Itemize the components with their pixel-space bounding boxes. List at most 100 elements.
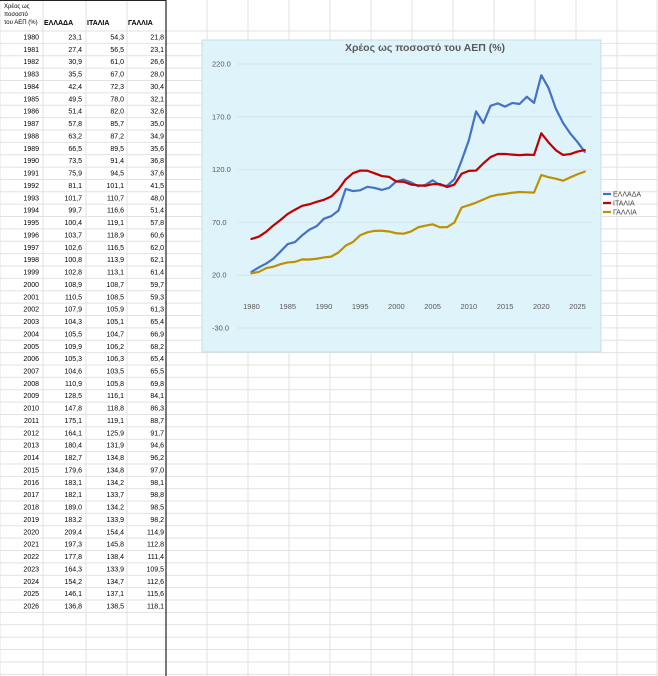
table-cell[interactable]: 82,0 bbox=[110, 109, 124, 116]
table-cell[interactable]: 2026 bbox=[23, 604, 39, 611]
table-cell[interactable]: 113,9 bbox=[107, 257, 124, 264]
table-cell[interactable]: 131,9 bbox=[106, 443, 124, 450]
table-cell[interactable]: 110,5 bbox=[65, 294, 82, 301]
table-cell[interactable]: 2024 bbox=[23, 579, 39, 586]
table-cell[interactable]: 32,6 bbox=[150, 109, 164, 116]
table-cell[interactable]: 65,4 bbox=[150, 319, 164, 326]
header-line-1[interactable]: Χρέος ως bbox=[4, 3, 30, 10]
table-cell[interactable]: 1985 bbox=[23, 96, 39, 103]
table-cell[interactable]: 134,2 bbox=[106, 505, 124, 512]
table-cell[interactable]: 2008 bbox=[23, 381, 39, 388]
table-cell[interactable]: 2005 bbox=[23, 344, 39, 351]
table-cell[interactable]: 49,5 bbox=[68, 96, 82, 103]
table-cell[interactable]: 99,7 bbox=[68, 208, 82, 215]
table-cell[interactable]: 134,8 bbox=[106, 455, 124, 462]
table-cell[interactable]: 78,0 bbox=[110, 96, 124, 103]
table-cell[interactable]: 164,1 bbox=[64, 430, 82, 437]
table-cell[interactable]: 116,1 bbox=[107, 393, 124, 400]
table-cell[interactable]: 66,9 bbox=[150, 331, 164, 338]
table-cell[interactable]: 104,7 bbox=[106, 331, 124, 338]
table-cell[interactable]: 59,3 bbox=[150, 294, 164, 301]
table-cell[interactable]: 41,5 bbox=[150, 183, 164, 190]
table-cell[interactable]: 56,5 bbox=[110, 47, 124, 54]
table-cell[interactable]: 105,1 bbox=[106, 319, 124, 326]
table-cell[interactable]: 61,4 bbox=[150, 270, 164, 277]
table-cell[interactable]: 61,3 bbox=[150, 307, 164, 314]
table-cell[interactable]: 180,4 bbox=[64, 443, 82, 450]
table-cell[interactable]: 2006 bbox=[23, 356, 39, 363]
table-cell[interactable]: 179,6 bbox=[64, 467, 82, 474]
table-cell[interactable]: 102,6 bbox=[64, 245, 82, 252]
table-cell[interactable]: 72,3 bbox=[110, 84, 124, 91]
table-cell[interactable]: 101,1 bbox=[106, 183, 124, 190]
table-cell[interactable]: 1993 bbox=[23, 195, 39, 202]
table-cell[interactable]: 67,0 bbox=[110, 72, 124, 79]
table-cell[interactable]: 2019 bbox=[23, 517, 39, 524]
table-cell[interactable]: 75,9 bbox=[68, 171, 82, 178]
table-cell[interactable]: 1995 bbox=[23, 220, 39, 227]
table-cell[interactable]: 35,6 bbox=[150, 146, 164, 153]
table-cell[interactable]: 133,9 bbox=[106, 517, 124, 524]
table-cell[interactable]: 100,4 bbox=[64, 220, 82, 227]
table-cell[interactable]: 115,6 bbox=[147, 591, 164, 598]
chart[interactable]: Χρέος ως ποσοστό του ΑΕΠ (%) 220.0 170.0 1… bbox=[201, 39, 641, 353]
table-cell[interactable]: 1984 bbox=[23, 84, 39, 91]
table-cell[interactable]: 62,0 bbox=[150, 245, 164, 252]
table-cell[interactable]: 2020 bbox=[23, 529, 39, 536]
table-cell[interactable]: 2011 bbox=[24, 418, 39, 425]
table-cell[interactable]: 94,5 bbox=[110, 171, 124, 178]
table-cell[interactable]: 98,1 bbox=[150, 480, 164, 487]
table-cell[interactable]: 108,5 bbox=[106, 294, 124, 301]
table-cell[interactable]: 112,8 bbox=[147, 542, 164, 549]
table-cell[interactable]: 35,0 bbox=[150, 121, 164, 128]
table-cell[interactable]: 105,5 bbox=[64, 331, 82, 338]
table-cell[interactable]: 136,8 bbox=[64, 604, 82, 611]
table-cell[interactable]: 119,1 bbox=[107, 418, 124, 425]
table-cell[interactable]: 97,0 bbox=[150, 467, 164, 474]
table-cell[interactable]: 154,4 bbox=[106, 529, 124, 536]
table-cell[interactable]: 1997 bbox=[23, 245, 39, 252]
table-cell[interactable]: 68,2 bbox=[150, 344, 164, 351]
table-cell[interactable]: 2015 bbox=[23, 467, 39, 474]
table-cell[interactable]: 133,7 bbox=[106, 492, 124, 499]
table-cell[interactable]: 110,9 bbox=[65, 381, 82, 388]
table-cell[interactable]: 116,5 bbox=[107, 245, 124, 252]
table-cell[interactable]: 182,7 bbox=[64, 455, 82, 462]
table-cell[interactable]: 177,8 bbox=[64, 554, 82, 561]
table-cell[interactable]: 1983 bbox=[23, 72, 39, 79]
table-cell[interactable]: 28,0 bbox=[150, 72, 164, 79]
table-cell[interactable]: 61,0 bbox=[110, 59, 124, 66]
table-cell[interactable]: 101,7 bbox=[64, 195, 82, 202]
table-cell[interactable]: 36,8 bbox=[150, 158, 164, 165]
table-cell[interactable]: 88,7 bbox=[150, 418, 164, 425]
table-cell[interactable]: 137,1 bbox=[106, 591, 124, 598]
table-cell[interactable]: 2004 bbox=[23, 331, 39, 338]
col-header-italy[interactable]: ΙΤΑΛΙΑ bbox=[87, 20, 109, 27]
table-cell[interactable]: 2018 bbox=[23, 505, 39, 512]
table-cell[interactable]: 2022 bbox=[23, 554, 39, 561]
table-cell[interactable]: 1988 bbox=[23, 133, 39, 140]
table-cell[interactable]: 2025 bbox=[23, 591, 39, 598]
table-cell[interactable]: 1991 bbox=[23, 171, 39, 178]
table-cell[interactable]: 98,5 bbox=[150, 505, 164, 512]
table-cell[interactable]: 105,8 bbox=[106, 381, 124, 388]
table-cell[interactable]: 119,1 bbox=[107, 220, 124, 227]
table-cell[interactable]: 118,1 bbox=[147, 604, 164, 611]
table-cell[interactable]: 104,6 bbox=[64, 368, 82, 375]
table-cell[interactable]: 1981 bbox=[23, 47, 39, 54]
table-cell[interactable]: 23,1 bbox=[150, 47, 164, 54]
table-cell[interactable]: 109,5 bbox=[146, 566, 164, 573]
header-line-2[interactable]: ποσοστό bbox=[4, 11, 29, 18]
table-cell[interactable]: 1994 bbox=[23, 208, 39, 215]
table-cell[interactable]: 1987 bbox=[23, 121, 39, 128]
table-cell[interactable]: 128,5 bbox=[64, 393, 82, 400]
table-cell[interactable]: 108,7 bbox=[106, 282, 124, 289]
table-cell[interactable]: 105,9 bbox=[106, 307, 124, 314]
table-cell[interactable]: 133,9 bbox=[106, 566, 124, 573]
table-cell[interactable]: 94,6 bbox=[150, 443, 164, 450]
table-cell[interactable]: 114,9 bbox=[147, 529, 164, 536]
table-cell[interactable]: 26,6 bbox=[150, 59, 164, 66]
table-cell[interactable]: 91,4 bbox=[110, 158, 124, 165]
table-cell[interactable]: 1989 bbox=[23, 146, 39, 153]
table-cell[interactable]: 106,2 bbox=[106, 344, 124, 351]
